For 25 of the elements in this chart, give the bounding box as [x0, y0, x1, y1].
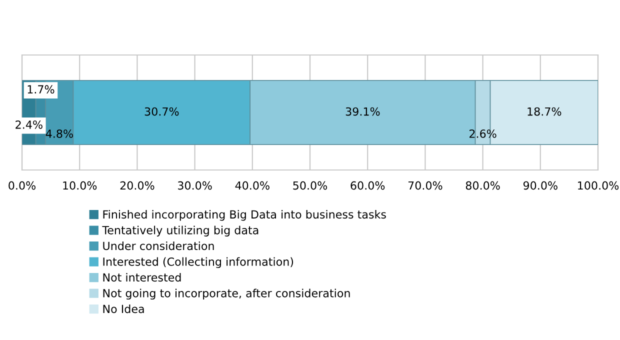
- x-tick-label: 40.0%: [235, 181, 270, 190]
- data-label: 4.8%: [46, 130, 73, 138]
- legend-label: No Idea: [103, 304, 144, 314]
- data-label: 2.6%: [470, 130, 496, 138]
- data-label: 1.7%: [28, 85, 54, 94]
- legend-label: Not going to incorporate, after consideration: [103, 288, 350, 300]
- data-label: 18.7%: [528, 107, 562, 116]
- legend-label: Interested (Collecting information): [103, 257, 294, 268]
- legend-label: Under consideration: [103, 242, 214, 250]
- x-tick-label: 60.0%: [350, 181, 385, 190]
- data-label: 2.4%: [16, 120, 42, 129]
- legend-label: Finished incorporating Big Data into business tasks: [103, 210, 386, 221]
- x-tick-label: 10.0%: [63, 181, 97, 190]
- x-tick-label: 70.0%: [408, 181, 442, 190]
- x-tick-label: 0.0%: [8, 181, 36, 190]
- data-label: 39.1%: [346, 107, 380, 116]
- x-tick-label: 100.0%: [578, 181, 619, 190]
- x-tick-label: 90.0%: [523, 181, 558, 190]
- data-label: 30.7%: [144, 107, 179, 116]
- x-tick-label: 20.0%: [120, 181, 154, 190]
- legend-label: Not interested: [103, 273, 181, 282]
- legend-label: Tentatively utilizing big data: [102, 226, 258, 237]
- x-tick-label: 30.0%: [178, 181, 212, 190]
- x-tick-label: 50.0%: [293, 181, 328, 190]
- x-tick-label: 80.0%: [466, 181, 500, 190]
